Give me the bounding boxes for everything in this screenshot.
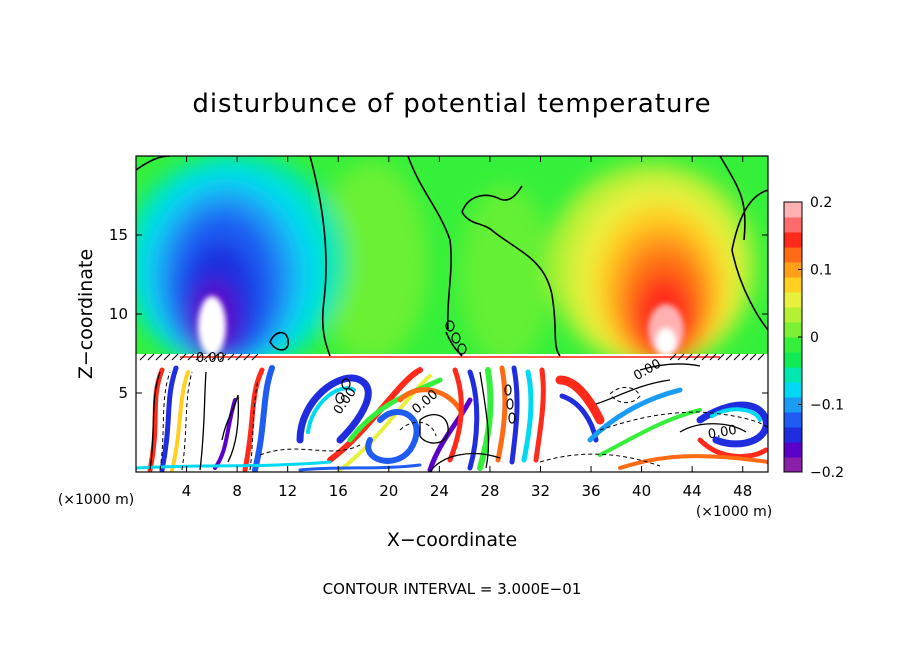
colorbar-tick-label: 0 xyxy=(810,330,819,346)
x-unit-label-left: (×1000 m) xyxy=(58,492,134,508)
x-tick-label: 32 xyxy=(531,482,550,500)
x-tick-label: 20 xyxy=(379,482,398,500)
interface-hatching xyxy=(139,353,765,361)
x-tick-label: 48 xyxy=(733,482,752,500)
colorbar-swatch xyxy=(784,292,802,308)
colorbar-swatch xyxy=(784,337,802,353)
y-tick-label: 5 xyxy=(118,384,128,402)
x-tick-label: 40 xyxy=(632,482,651,500)
colorbar-tick-label: 0.2 xyxy=(810,195,832,211)
colorbar-swatch xyxy=(784,412,802,428)
y-tick-label: 10 xyxy=(109,305,128,323)
contour-interval-note: CONTOUR INTERVAL = 3.000E−01 xyxy=(323,580,582,598)
colorbar-swatch xyxy=(784,367,802,383)
contour-lines xyxy=(136,156,768,357)
colorbar-swatch xyxy=(784,232,802,248)
x-tick-label: 12 xyxy=(278,482,297,500)
colorbar-ticks: 0.2 0.1 0 −0.1 −0.2 xyxy=(798,195,844,481)
colorbar-swatch xyxy=(784,307,802,323)
y-axis-title: Z−coordinate xyxy=(75,249,97,379)
colorbar-swatch xyxy=(784,262,802,278)
colorbar-swatch xyxy=(784,247,802,263)
x-axis: 4 8 12 16 20 24 28 32 36 40 44 48 xyxy=(182,156,752,500)
colorbar-swatch xyxy=(784,202,802,218)
chart-title: disturbunce of potential temperature xyxy=(192,89,711,119)
colorbar-swatch xyxy=(784,352,802,368)
colorbar-swatch xyxy=(784,382,802,398)
x-tick-label: 44 xyxy=(683,482,702,500)
colorbar xyxy=(783,201,803,473)
x-tick-label: 4 xyxy=(182,482,192,500)
upper-field-structures xyxy=(136,156,756,372)
x-axis-title: X−coordinate xyxy=(387,529,517,551)
y-axis: 5 10 15 xyxy=(109,226,768,402)
colorbar-tick-label: −0.1 xyxy=(810,398,844,414)
colorbar-tick-label: 0.1 xyxy=(810,263,832,279)
x-tick-label: 28 xyxy=(480,482,499,500)
colorbar-swatch xyxy=(784,397,802,413)
lower-turbulence xyxy=(136,365,768,472)
colorbar-swatch xyxy=(784,217,802,233)
x-tick-label: 24 xyxy=(430,482,449,500)
colorbar-swatch xyxy=(784,457,802,473)
plot-area: 0.00 0.00 0.00 0.00 0.00 xyxy=(136,156,768,472)
colorbar-swatch xyxy=(784,277,802,293)
colorbar-swatch xyxy=(784,427,802,443)
contour-label: 0.00 xyxy=(707,423,738,443)
contour-label: 0.00 xyxy=(196,351,225,366)
colorbar-tick-label: −0.2 xyxy=(810,465,844,481)
colorbar-swatch xyxy=(784,442,802,458)
negative-contours xyxy=(159,371,768,471)
colorbar-swatch xyxy=(784,322,802,338)
small-contour-loops xyxy=(335,320,516,424)
x-tick-label: 16 xyxy=(329,482,348,500)
y-tick-label: 15 xyxy=(109,226,128,244)
x-tick-label: 8 xyxy=(232,482,242,500)
x-tick-label: 36 xyxy=(581,482,600,500)
x-unit-label-right: (×1000 m) xyxy=(696,504,772,520)
